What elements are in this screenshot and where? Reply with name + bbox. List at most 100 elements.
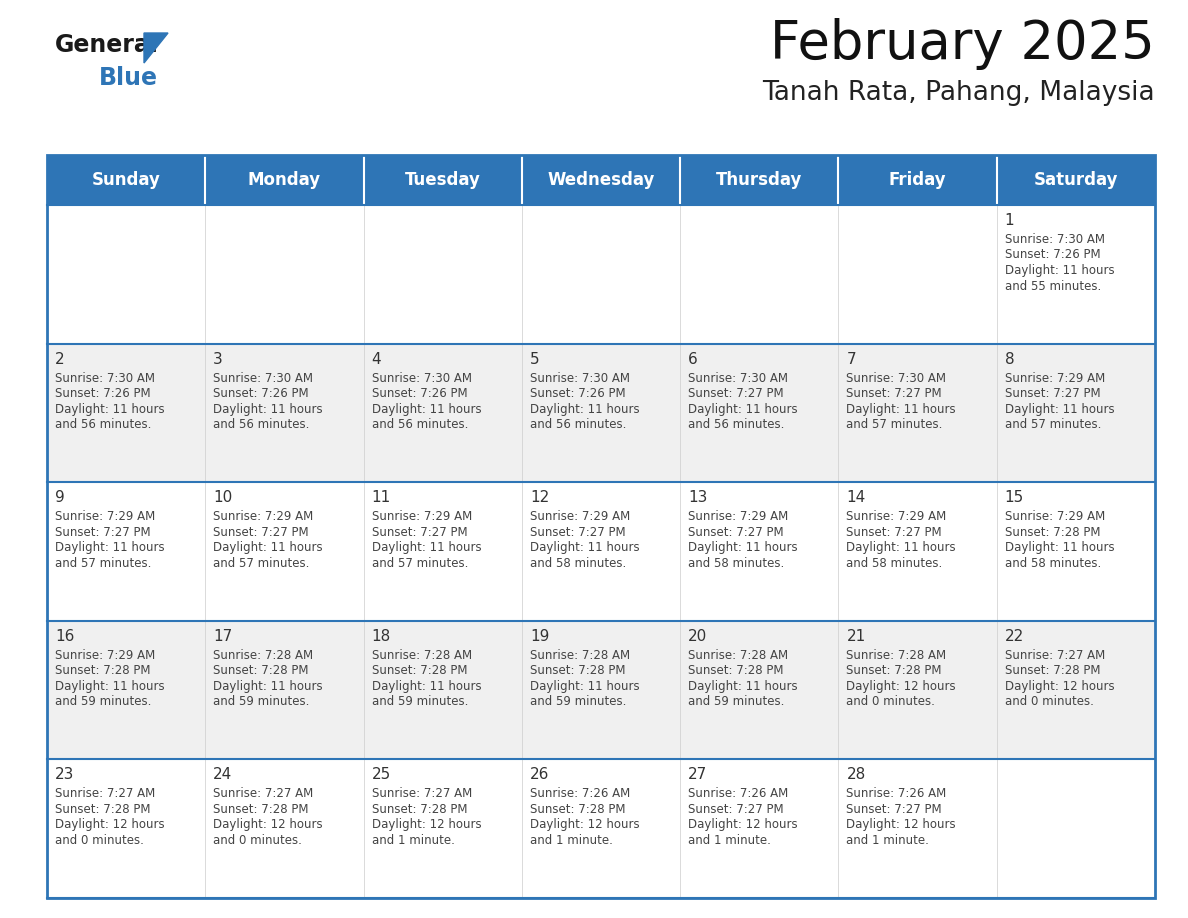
Bar xyxy=(681,155,839,205)
Text: Tanah Rata, Pahang, Malaysia: Tanah Rata, Pahang, Malaysia xyxy=(763,80,1155,106)
Text: 11: 11 xyxy=(372,490,391,505)
Text: Sunrise: 7:27 AM: Sunrise: 7:27 AM xyxy=(214,788,314,800)
Text: Sunrise: 7:29 AM: Sunrise: 7:29 AM xyxy=(688,510,789,523)
Text: and 57 minutes.: and 57 minutes. xyxy=(55,556,151,570)
Text: and 58 minutes.: and 58 minutes. xyxy=(1005,556,1101,570)
Text: Daylight: 11 hours: Daylight: 11 hours xyxy=(530,542,639,554)
Text: and 56 minutes.: and 56 minutes. xyxy=(55,418,151,431)
Text: Sunset: 7:28 PM: Sunset: 7:28 PM xyxy=(372,803,467,816)
Text: Sunset: 7:28 PM: Sunset: 7:28 PM xyxy=(530,665,625,677)
Text: Sunset: 7:28 PM: Sunset: 7:28 PM xyxy=(846,665,942,677)
Text: Sunset: 7:27 PM: Sunset: 7:27 PM xyxy=(688,526,784,539)
Bar xyxy=(364,482,522,621)
Text: Sunrise: 7:28 AM: Sunrise: 7:28 AM xyxy=(530,649,630,662)
Text: Daylight: 11 hours: Daylight: 11 hours xyxy=(372,403,481,416)
Text: and 0 minutes.: and 0 minutes. xyxy=(55,834,144,847)
Text: Daylight: 12 hours: Daylight: 12 hours xyxy=(214,819,323,832)
Text: 5: 5 xyxy=(530,352,539,366)
Text: and 56 minutes.: and 56 minutes. xyxy=(372,418,468,431)
Text: 28: 28 xyxy=(846,767,866,782)
Text: 25: 25 xyxy=(372,767,391,782)
Bar xyxy=(997,621,1155,759)
Text: Sunrise: 7:28 AM: Sunrise: 7:28 AM xyxy=(372,649,472,662)
Text: 3: 3 xyxy=(214,352,223,366)
Bar xyxy=(522,482,681,621)
Text: Daylight: 11 hours: Daylight: 11 hours xyxy=(214,403,323,416)
Text: Sunrise: 7:30 AM: Sunrise: 7:30 AM xyxy=(55,372,154,385)
Bar xyxy=(364,205,522,343)
Text: Sunset: 7:27 PM: Sunset: 7:27 PM xyxy=(530,526,626,539)
Text: 20: 20 xyxy=(688,629,707,644)
Bar xyxy=(48,759,206,898)
Text: and 1 minute.: and 1 minute. xyxy=(846,834,929,847)
Text: Sunrise: 7:30 AM: Sunrise: 7:30 AM xyxy=(688,372,788,385)
Text: Sunset: 7:27 PM: Sunset: 7:27 PM xyxy=(214,526,309,539)
Text: General: General xyxy=(55,33,159,57)
Text: Daylight: 11 hours: Daylight: 11 hours xyxy=(55,680,165,693)
Text: and 59 minutes.: and 59 minutes. xyxy=(530,695,626,709)
Text: 27: 27 xyxy=(688,767,707,782)
Text: Sunset: 7:26 PM: Sunset: 7:26 PM xyxy=(55,387,151,400)
Text: 1: 1 xyxy=(1005,213,1015,228)
Text: Sunrise: 7:28 AM: Sunrise: 7:28 AM xyxy=(846,649,947,662)
Text: Daylight: 11 hours: Daylight: 11 hours xyxy=(214,680,323,693)
Text: Sunrise: 7:30 AM: Sunrise: 7:30 AM xyxy=(846,372,947,385)
Text: Daylight: 11 hours: Daylight: 11 hours xyxy=(55,542,165,554)
Bar xyxy=(206,205,364,343)
Bar xyxy=(997,155,1155,205)
Text: Daylight: 12 hours: Daylight: 12 hours xyxy=(530,819,639,832)
Text: Sunrise: 7:28 AM: Sunrise: 7:28 AM xyxy=(688,649,789,662)
Text: Sunrise: 7:29 AM: Sunrise: 7:29 AM xyxy=(1005,372,1105,385)
Bar xyxy=(997,482,1155,621)
Text: and 1 minute.: and 1 minute. xyxy=(530,834,613,847)
Bar xyxy=(681,482,839,621)
Text: Sunset: 7:28 PM: Sunset: 7:28 PM xyxy=(55,803,151,816)
Text: and 0 minutes.: and 0 minutes. xyxy=(214,834,302,847)
Bar xyxy=(997,343,1155,482)
Bar xyxy=(364,621,522,759)
Text: 18: 18 xyxy=(372,629,391,644)
Text: Daylight: 12 hours: Daylight: 12 hours xyxy=(1005,680,1114,693)
Text: Sunrise: 7:29 AM: Sunrise: 7:29 AM xyxy=(530,510,630,523)
Text: Sunset: 7:28 PM: Sunset: 7:28 PM xyxy=(55,665,151,677)
Bar xyxy=(48,155,1155,898)
Text: 10: 10 xyxy=(214,490,233,505)
Bar xyxy=(364,759,522,898)
Bar xyxy=(681,759,839,898)
Text: 13: 13 xyxy=(688,490,708,505)
Text: Sunset: 7:26 PM: Sunset: 7:26 PM xyxy=(372,387,467,400)
Text: Sunset: 7:27 PM: Sunset: 7:27 PM xyxy=(688,387,784,400)
Text: Sunday: Sunday xyxy=(91,171,160,189)
Text: Sunrise: 7:28 AM: Sunrise: 7:28 AM xyxy=(214,649,314,662)
Text: Sunrise: 7:30 AM: Sunrise: 7:30 AM xyxy=(372,372,472,385)
Text: and 55 minutes.: and 55 minutes. xyxy=(1005,279,1101,293)
Bar xyxy=(48,155,206,205)
Text: 4: 4 xyxy=(372,352,381,366)
Bar xyxy=(681,343,839,482)
Text: and 56 minutes.: and 56 minutes. xyxy=(530,418,626,431)
Text: and 59 minutes.: and 59 minutes. xyxy=(55,695,151,709)
Text: Daylight: 12 hours: Daylight: 12 hours xyxy=(688,819,798,832)
Text: Sunset: 7:26 PM: Sunset: 7:26 PM xyxy=(1005,249,1100,262)
Text: Sunrise: 7:29 AM: Sunrise: 7:29 AM xyxy=(1005,510,1105,523)
Text: Daylight: 11 hours: Daylight: 11 hours xyxy=(846,542,956,554)
Text: 16: 16 xyxy=(55,629,75,644)
Text: 19: 19 xyxy=(530,629,549,644)
Bar xyxy=(839,482,997,621)
Text: Daylight: 11 hours: Daylight: 11 hours xyxy=(1005,542,1114,554)
Text: and 1 minute.: and 1 minute. xyxy=(688,834,771,847)
Text: Sunrise: 7:27 AM: Sunrise: 7:27 AM xyxy=(55,788,156,800)
Text: and 57 minutes.: and 57 minutes. xyxy=(1005,418,1101,431)
Bar xyxy=(522,621,681,759)
Text: Daylight: 11 hours: Daylight: 11 hours xyxy=(1005,264,1114,277)
Text: Sunset: 7:28 PM: Sunset: 7:28 PM xyxy=(688,665,784,677)
Bar xyxy=(48,621,206,759)
Text: Sunset: 7:28 PM: Sunset: 7:28 PM xyxy=(1005,526,1100,539)
Bar xyxy=(839,155,997,205)
Text: Friday: Friday xyxy=(889,171,947,189)
Text: 8: 8 xyxy=(1005,352,1015,366)
Text: Daylight: 11 hours: Daylight: 11 hours xyxy=(372,680,481,693)
Text: Sunrise: 7:30 AM: Sunrise: 7:30 AM xyxy=(214,372,314,385)
Bar xyxy=(839,343,997,482)
Text: and 57 minutes.: and 57 minutes. xyxy=(372,556,468,570)
